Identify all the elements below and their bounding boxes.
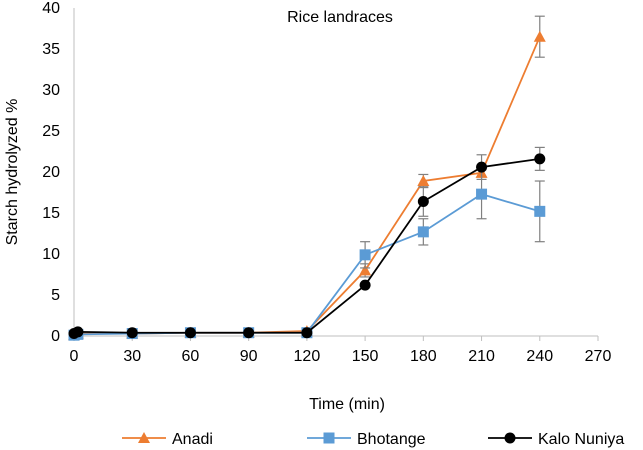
legend: Anadi Bhotange Kalo Nuniya — [122, 431, 624, 448]
y-tick-label: 10 — [42, 246, 60, 263]
x-tick-label: 150 — [352, 348, 379, 365]
kalo-nuniya-point — [476, 161, 488, 173]
chart-title: Rice landraces — [287, 9, 393, 26]
x-axis-title: Time (min) — [309, 396, 385, 413]
bhotange-point — [534, 205, 546, 217]
kalo-nuniya-point — [184, 327, 196, 339]
axes — [73, 8, 598, 337]
x-tick-label: 120 — [294, 348, 321, 365]
bhotange-point — [359, 249, 371, 261]
x-tick-label: 30 — [123, 348, 141, 365]
x-tick-label: 60 — [182, 348, 200, 365]
y-tick-label: 35 — [42, 41, 60, 58]
series-layer — [68, 15, 546, 341]
kalo-nuniya-point — [417, 196, 429, 208]
legend-label-kalo-nuniya: Kalo Nuniya — [538, 431, 624, 448]
y-axis-title: Starch hydrolyzed % — [4, 99, 21, 246]
legend-marker-bhotange — [323, 432, 335, 444]
series-bhotange — [68, 168, 546, 341]
y-tick-label: 25 — [42, 123, 60, 140]
x-tick-label: 210 — [468, 348, 495, 365]
bhotange-line — [73, 193, 541, 337]
y-tick-label: 20 — [42, 164, 60, 181]
y-tick-label: 15 — [42, 205, 60, 222]
anadi-point — [417, 175, 430, 187]
y-tick-label: 40 — [42, 0, 60, 17]
anadi-point — [533, 30, 546, 42]
x-tick-label: 270 — [585, 348, 612, 365]
legend-label-anadi: Anadi — [172, 431, 213, 448]
y-tick-label: 0 — [51, 328, 60, 345]
x-axis-ticks: 0 30 60 90 120 150 180 210 240 270 — [70, 336, 612, 365]
kalo-nuniya-point — [72, 326, 84, 338]
kalo-nuniya-point — [359, 279, 371, 291]
kalo-nuniya-point — [301, 327, 313, 339]
kalo-nuniya-point — [126, 327, 138, 339]
x-tick-label: 240 — [526, 348, 553, 365]
x-tick-label: 0 — [70, 348, 79, 365]
series-kalo-nuniya — [68, 146, 546, 340]
x-tick-label: 90 — [240, 348, 258, 365]
legend-marker-anadi — [138, 432, 150, 443]
anadi-line — [73, 36, 541, 337]
kalo-nuniya-point — [243, 327, 255, 339]
bhotange-point — [417, 226, 429, 238]
y-tick-label: 5 — [51, 287, 60, 304]
series-anadi — [68, 15, 546, 341]
x-tick-label: 180 — [410, 348, 437, 365]
kalo-nuniya-point — [534, 153, 546, 165]
kalo-nuniya-line — [73, 157, 540, 335]
y-tick-label: 30 — [42, 82, 60, 99]
bhotange-point — [476, 188, 488, 200]
legend-marker-kalo-nuniya — [504, 432, 516, 444]
y-axis-ticks: 0 5 10 15 20 25 30 35 40 — [42, 0, 60, 345]
legend-label-bhotange: Bhotange — [357, 431, 426, 448]
anadi-point — [359, 264, 372, 276]
